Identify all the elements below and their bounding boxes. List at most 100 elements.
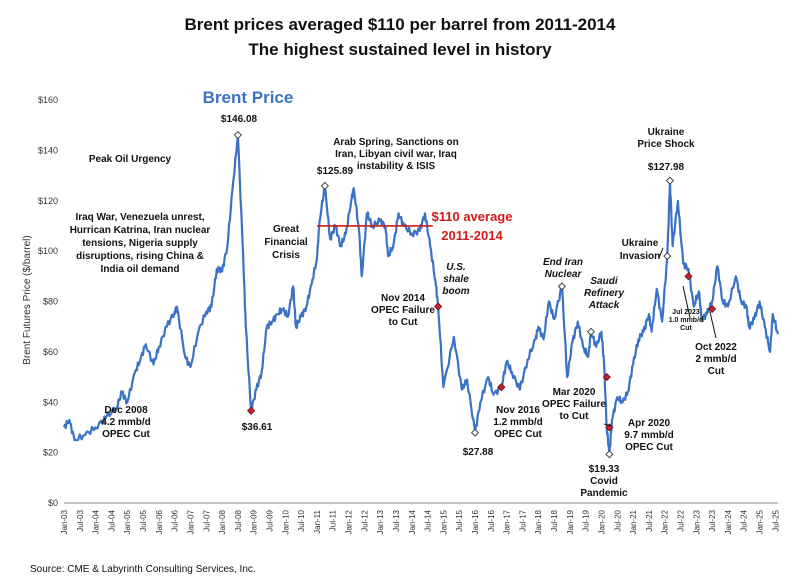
annotation-line: boom xyxy=(442,286,469,297)
annotation-line: Saudi xyxy=(590,276,617,287)
annotation-line: Cut xyxy=(680,325,692,332)
y-axis-label: Brent Futures Price ($/barrel) xyxy=(22,235,33,365)
x-tick-label: Jan-03 xyxy=(60,509,69,534)
annotation-line: Jul 2023 xyxy=(672,309,700,316)
x-tick-label: Jul-15 xyxy=(455,509,464,531)
event-marker xyxy=(557,282,567,291)
annotation-line: Crisis xyxy=(272,250,300,261)
annotation-line: 2 mmb/d xyxy=(695,354,736,365)
annotation-peak-2008: $146.08 xyxy=(221,114,258,125)
annotation-line: Iran, Libyan civil war, Iraq xyxy=(335,149,457,160)
annotation-peak-2022: $127.98 xyxy=(648,162,685,173)
annotation-line: 1.2 mmb/d xyxy=(493,417,542,428)
event-marker xyxy=(470,428,480,437)
annotation-line: Hurrican Katrina, Iran nuclear xyxy=(70,225,211,236)
x-tick-label: Jul-20 xyxy=(613,509,622,531)
event-marker xyxy=(663,252,672,261)
x-tick-label: Jan-10 xyxy=(281,509,290,534)
annotation-arrow xyxy=(658,247,664,259)
annotation-line: OPEC Cut xyxy=(625,442,673,453)
chart-subtitle: The highest sustained level in history xyxy=(248,40,552,59)
annotation-line: Great xyxy=(273,224,300,235)
x-tick-label: Jul-04 xyxy=(107,509,116,531)
annotation-line: $125.89 xyxy=(317,166,354,177)
annotation-line: OPEC Cut xyxy=(494,429,542,440)
x-tick-label: Jan-12 xyxy=(345,509,354,534)
annotation-arrow xyxy=(709,311,717,339)
x-tick-label: Jan-13 xyxy=(376,509,385,534)
annotation-line: Dec 2008 xyxy=(104,405,148,416)
y-tick-label: $60 xyxy=(43,347,58,357)
annotation-line: Financial xyxy=(264,237,308,248)
annotation-line: Attack xyxy=(588,300,620,311)
annotation-line: OPEC Cut xyxy=(102,429,150,440)
x-tick-label: Jul-08 xyxy=(234,509,243,531)
x-tick-label: Jul-11 xyxy=(329,509,338,531)
annotation-line: $19.33 xyxy=(589,464,620,475)
event-marker xyxy=(684,272,693,281)
x-tick-label: Jan-11 xyxy=(313,509,322,533)
annotation-line: disruptions, rising China & xyxy=(76,251,204,262)
annotation-arrow xyxy=(682,285,691,319)
x-tick-label: Jul-22 xyxy=(677,509,686,531)
annotation-iraq-war: Iraq War, Venezuela unrest, Hurrican Katr… xyxy=(70,212,211,275)
x-tick-label: Jul-07 xyxy=(202,509,211,531)
x-tick-label: Jul-21 xyxy=(645,509,654,531)
annotation-line: India oil demand xyxy=(101,264,180,275)
x-tick-label: Jul-13 xyxy=(392,509,401,531)
y-tick-label: $40 xyxy=(43,397,58,407)
x-tick-label: Jan-05 xyxy=(123,509,132,534)
x-tick-label: Jul-09 xyxy=(266,509,275,531)
x-tick-label: Jan-09 xyxy=(250,509,259,534)
y-tick-label: $80 xyxy=(43,297,58,307)
y-tick-label: $140 xyxy=(38,145,58,155)
annotation-line: $27.88 xyxy=(463,447,494,458)
annotation-low-2016: $27.88 xyxy=(463,447,494,458)
annotation-line: $36.61 xyxy=(242,422,273,433)
annotation-peak-2011: $125.89 xyxy=(317,166,354,177)
source-note: Source: CME & Labyrinth Consulting Servi… xyxy=(30,564,256,575)
annotation-line: Invasion xyxy=(620,251,661,262)
annotation-line: shale xyxy=(443,274,469,285)
event-marker xyxy=(497,383,506,392)
x-tick-label: Jul-10 xyxy=(297,509,306,531)
x-tick-label: Jan-22 xyxy=(661,509,670,534)
annotation-line: $127.98 xyxy=(648,162,685,173)
x-tick-label: Jul-14 xyxy=(424,509,433,531)
x-tick-label: Jan-04 xyxy=(92,509,101,534)
series-label: Brent Price xyxy=(203,88,294,107)
annotation-ukraine-inv: Ukraine Invasion xyxy=(620,238,661,262)
annotation-line: tensions, Nigeria supply xyxy=(82,238,198,249)
x-tick-label: Jan-21 xyxy=(629,509,638,534)
x-tick-label: Jul-25 xyxy=(771,509,780,531)
annotation-line: U.S. xyxy=(446,262,465,273)
x-tick-label: Jan-08 xyxy=(218,509,227,534)
y-tick-label: $0 xyxy=(48,498,58,508)
annotation-line: OPEC Failure xyxy=(371,305,435,316)
event-marker xyxy=(605,450,614,459)
y-tick-label: $100 xyxy=(38,246,58,256)
event-marker xyxy=(233,130,242,140)
average-label-line2: 2011-2014 xyxy=(441,228,503,243)
event-marker xyxy=(586,327,596,336)
y-tick-label: $160 xyxy=(38,95,58,105)
x-tick-label: Jan-16 xyxy=(471,509,480,534)
annotation-line: Nuclear xyxy=(545,269,583,280)
x-tick-label: Jan-07 xyxy=(186,509,195,534)
annotation-line: Pandemic xyxy=(580,488,628,499)
event-marker xyxy=(320,181,329,191)
x-tick-label: Jul-12 xyxy=(360,509,369,531)
event-marker xyxy=(434,302,443,311)
event-marker xyxy=(708,304,717,314)
annotation-line: 4.2 mmb/d xyxy=(101,417,150,428)
x-tick-label: Jan-25 xyxy=(756,509,765,534)
x-tick-label: Jul-06 xyxy=(171,509,180,531)
